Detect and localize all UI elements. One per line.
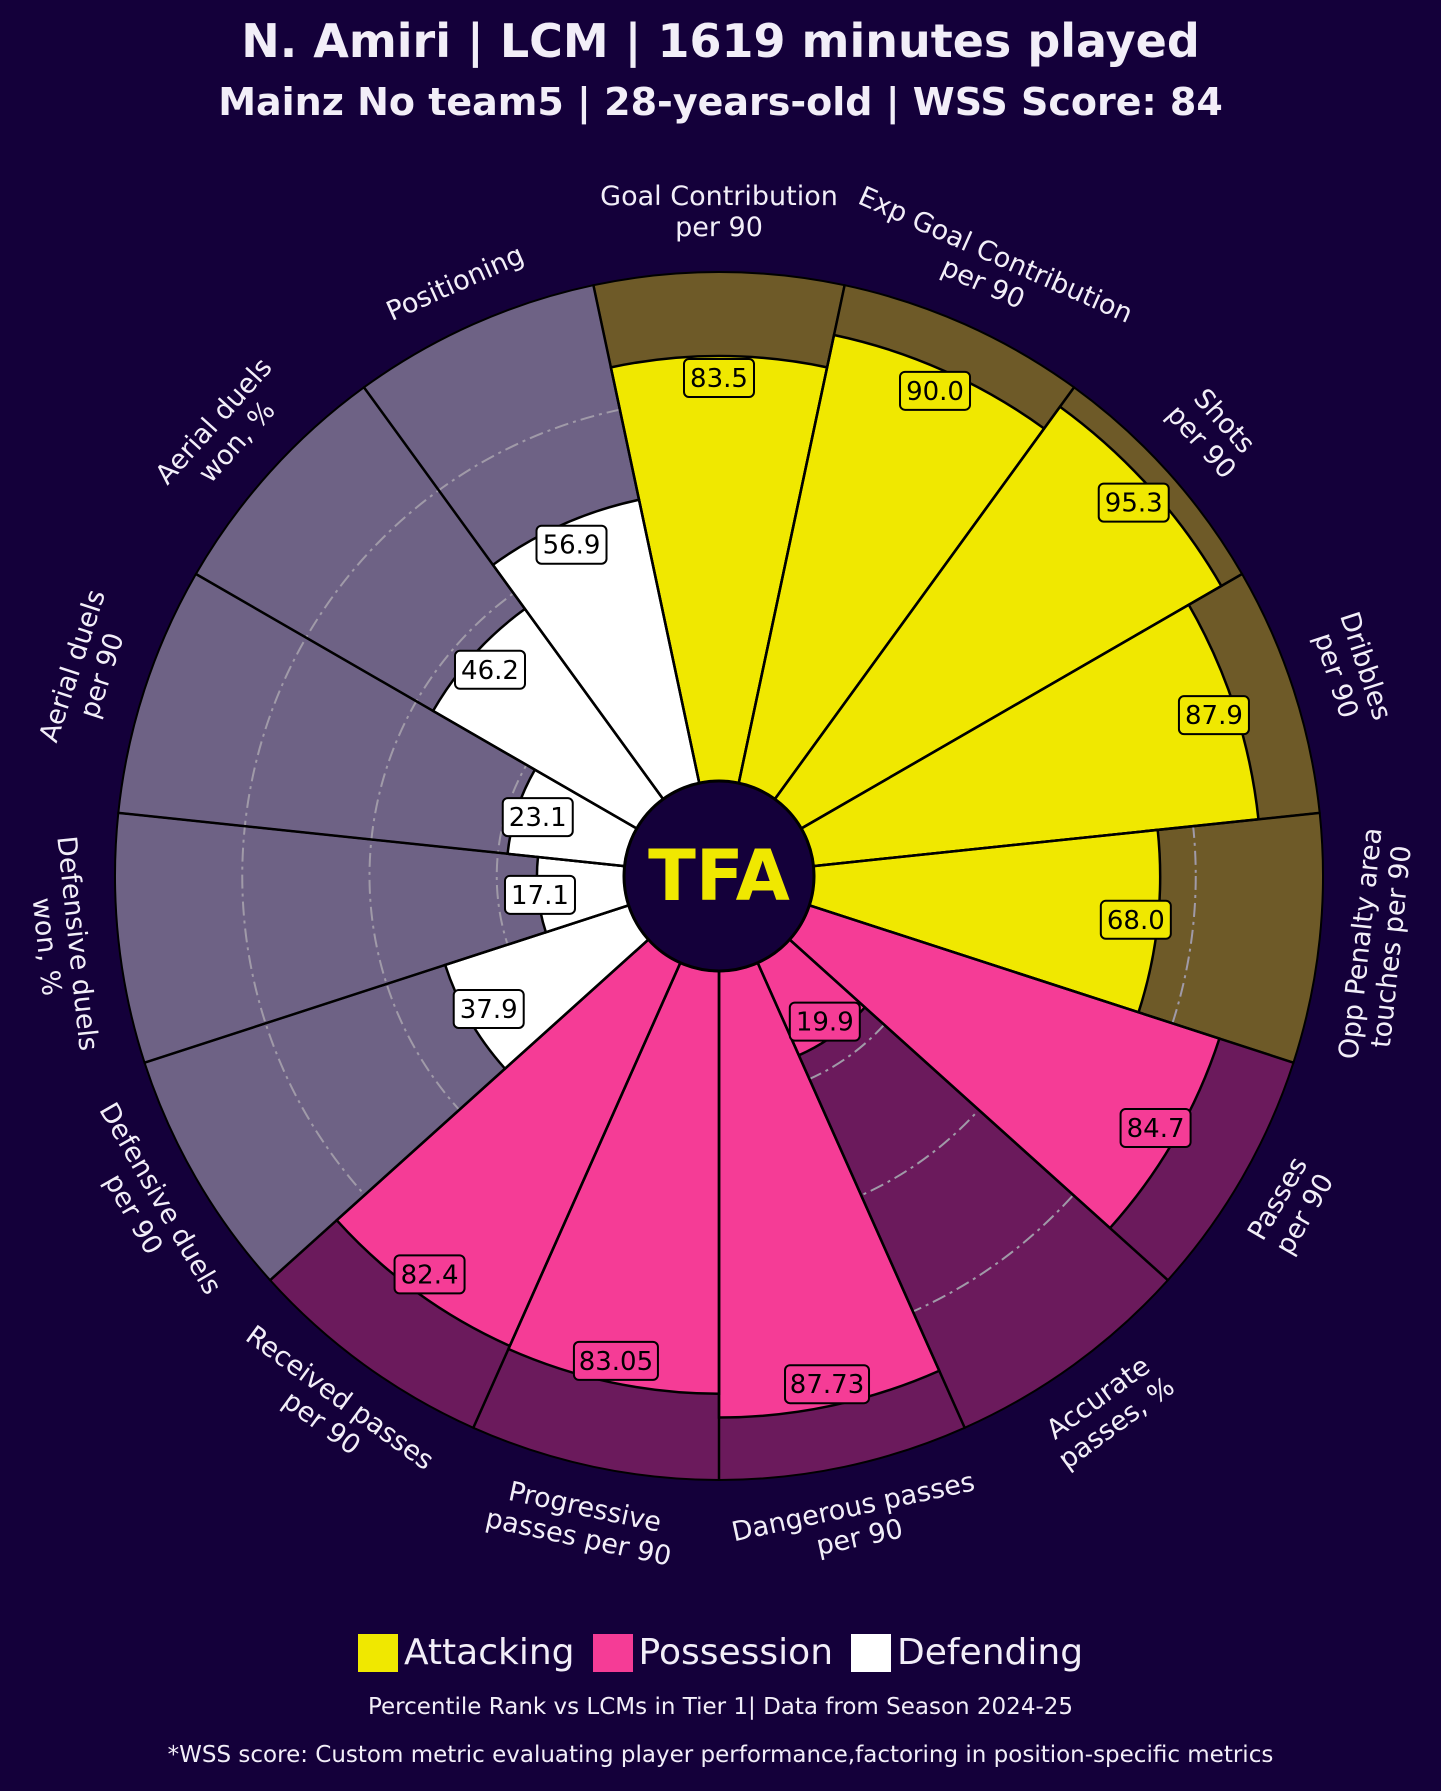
slice-divider bbox=[592, 284, 701, 784]
value-label-box bbox=[452, 988, 525, 1029]
value-label: 83.05 bbox=[579, 1347, 653, 1377]
value-label: 87.9 bbox=[1185, 701, 1243, 731]
value-label: 17.1 bbox=[511, 881, 569, 911]
value-label-box bbox=[535, 524, 608, 565]
footer-note: Percentile Rank vs LCMs in Tier 1| Data … bbox=[367, 1694, 1074, 1720]
value-label-box bbox=[1177, 695, 1250, 736]
value-label-box bbox=[503, 874, 576, 915]
value-label-box bbox=[572, 1340, 659, 1381]
param-label-text: Shotsper 90 bbox=[1160, 378, 1265, 485]
legend-swatch-possession bbox=[592, 1633, 633, 1672]
value-label-box bbox=[393, 1254, 466, 1295]
legend-item-attacking: Attacking bbox=[357, 1632, 575, 1673]
slice-divider bbox=[737, 284, 846, 784]
param-label: Opp Penalty areatouches per 90 bbox=[1333, 826, 1419, 1064]
legend-swatch-defending bbox=[851, 1633, 892, 1672]
param-label-text: Defensive duelswon, % bbox=[20, 835, 104, 1056]
param-label-text: Aerial duelsper 90 bbox=[34, 586, 142, 756]
value-label: 19.9 bbox=[796, 1008, 854, 1038]
value-label: 95.3 bbox=[1105, 489, 1163, 519]
slice-divider bbox=[362, 386, 665, 800]
footer-disclaimer: *WSS score: Custom metric evaluating pla… bbox=[167, 1742, 1274, 1768]
param-label-text: Dangerous passesper 90 bbox=[729, 1467, 984, 1579]
chart-subtitle: Mainz No team5 | 28-years-old | WSS Scor… bbox=[218, 80, 1223, 124]
value-label-box bbox=[788, 1001, 861, 1042]
value-label: 37.9 bbox=[460, 995, 518, 1025]
param-label-text: Dribblesper 90 bbox=[1304, 608, 1398, 734]
value-label-box bbox=[1099, 899, 1172, 940]
param-label: Aerial duelsper 90 bbox=[34, 586, 142, 756]
legend-label: Defending bbox=[897, 1632, 1084, 1673]
value-label: 87.73 bbox=[790, 1370, 864, 1400]
value-label-box bbox=[501, 797, 574, 838]
center-logo-circle bbox=[622, 779, 816, 973]
slice-divider bbox=[808, 904, 1294, 1064]
param-label-text: Progressivepasses per 90 bbox=[483, 1473, 681, 1573]
legend-item-possession: Possession bbox=[592, 1632, 834, 1673]
value-label: 23.1 bbox=[509, 803, 567, 833]
value-label-box bbox=[683, 357, 755, 398]
slice-divider bbox=[773, 386, 1076, 800]
param-label: Goal Contribution per 90 bbox=[600, 181, 838, 243]
param-label: Dribblesper 90 bbox=[1304, 608, 1398, 734]
param-label: Passesper 90 bbox=[1242, 1152, 1341, 1261]
slice-divider bbox=[788, 938, 1169, 1282]
value-label-box bbox=[899, 370, 972, 411]
value-label: 83.5 bbox=[690, 364, 748, 394]
param-label-text: Goal Contribution per 90 bbox=[600, 181, 838, 243]
param-label-text: Passesper 90 bbox=[1242, 1152, 1341, 1261]
param-label-line: Goal Contribution bbox=[600, 181, 838, 212]
value-label: 46.2 bbox=[461, 656, 519, 686]
value-label: 84.7 bbox=[1127, 1114, 1185, 1144]
value-label: 90.0 bbox=[906, 377, 964, 407]
slice-divider bbox=[269, 938, 650, 1282]
legend-label: Attacking bbox=[403, 1632, 575, 1673]
slice-divider bbox=[813, 811, 1320, 868]
slice-divider bbox=[118, 811, 625, 868]
value-label: 68.0 bbox=[1107, 906, 1165, 936]
slice-divider bbox=[144, 904, 630, 1064]
value-label: 56.9 bbox=[543, 531, 601, 561]
legend-item-defending: Defending bbox=[851, 1632, 1083, 1673]
legend-swatch-attacking bbox=[357, 1633, 398, 1672]
param-label: Dangerous passesper 90 bbox=[729, 1467, 984, 1579]
chart-title: N. Amiri | LCM | 1619 minutes played bbox=[241, 14, 1200, 68]
legend: Attacking Possession Defending bbox=[0, 1632, 1441, 1673]
value-label-box bbox=[453, 649, 526, 690]
slice-divider bbox=[800, 572, 1243, 830]
value-label-box bbox=[1119, 1108, 1192, 1149]
slice-divider bbox=[195, 572, 638, 830]
param-label-line: per 90 bbox=[675, 212, 763, 243]
param-label-text: Opp Penalty areatouches per 90 bbox=[1333, 826, 1419, 1064]
slice-divider bbox=[472, 962, 682, 1429]
value-label-box bbox=[1097, 482, 1170, 523]
tfa-logo: TFA bbox=[648, 835, 790, 917]
param-label: Defensive duelswon, % bbox=[20, 835, 104, 1056]
legend-label: Possession bbox=[638, 1632, 834, 1673]
param-label: Shotsper 90 bbox=[1160, 378, 1265, 485]
param-label: Progressivepasses per 90 bbox=[483, 1473, 681, 1573]
value-label: 82.4 bbox=[401, 1260, 459, 1290]
value-label-box bbox=[784, 1364, 871, 1405]
